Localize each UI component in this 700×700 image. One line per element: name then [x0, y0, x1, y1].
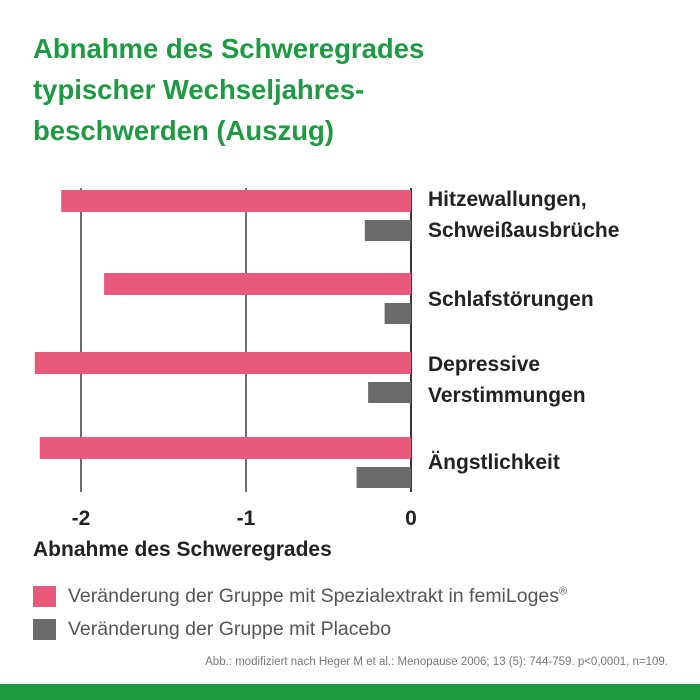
bar-placebo-1 [384, 303, 411, 324]
bar-placebo-0 [364, 220, 411, 241]
legend-label-spezialextrakt: Veränderung der Gruppe mit Spezialextrak… [68, 585, 568, 607]
category-label-line: Schlafstörungen [428, 288, 594, 311]
bar-placebo-3 [356, 467, 411, 488]
footer-bar [0, 684, 700, 700]
chart-title: Abnahme des Schweregrades typischer Wech… [33, 28, 673, 151]
category-label-1: Schlafstörungen [428, 288, 594, 311]
source-note: Abb.: modifiziert nach Heger M et al.: M… [205, 656, 668, 668]
x-tick-label-1: -1 [237, 507, 256, 530]
title-line-3: beschwerden (Auszug) [33, 115, 335, 146]
bar-spezialextrakt-0 [61, 190, 411, 212]
category-label-2: Depressive Verstimmungen [428, 353, 586, 407]
category-label-line: Schweißausbrüche [428, 219, 619, 242]
bar-spezialextrakt-2 [34, 352, 412, 374]
legend-swatch-spezialextrakt [33, 586, 56, 607]
x-tick-label-0: -2 [72, 507, 91, 530]
title-line-1: Abnahme des Schweregrades [33, 33, 425, 64]
category-label-line: Verstimmungen [428, 384, 586, 407]
legend-label-placebo: Veränderung der Gruppe mit Placebo [68, 618, 392, 640]
title-line-2: typischer Wechseljahres- [33, 74, 365, 105]
category-label-line: Ängstlichkeit [428, 451, 560, 474]
legend-item-placebo: Veränderung der Gruppe mit Placebo [33, 613, 567, 646]
category-label-line: Hitzewallungen, [428, 188, 587, 211]
legend: Veränderung der Gruppe mit Spezialextrak… [33, 580, 567, 646]
legend-item-spezialextrakt: Veränderung der Gruppe mit Spezialextrak… [33, 580, 567, 613]
bar-chart: Hitzewallungen, Schweißausbrüche Schlafstö… [34, 188, 619, 530]
x-axis-label: Abnahme des Schweregrades [33, 538, 332, 561]
category-label-line: Depressive [428, 353, 540, 376]
bar-placebo-2 [368, 382, 411, 403]
bar-spezialextrakt-3 [39, 437, 411, 459]
registered-mark: ® [559, 585, 568, 598]
category-label-0: Hitzewallungen, Schweißausbrüche [428, 188, 619, 242]
x-tick-label-2: 0 [405, 507, 417, 530]
legend-swatch-placebo [33, 619, 56, 640]
bar-spezialextrakt-1 [104, 273, 411, 295]
category-label-3: Ängstlichkeit [428, 451, 560, 474]
